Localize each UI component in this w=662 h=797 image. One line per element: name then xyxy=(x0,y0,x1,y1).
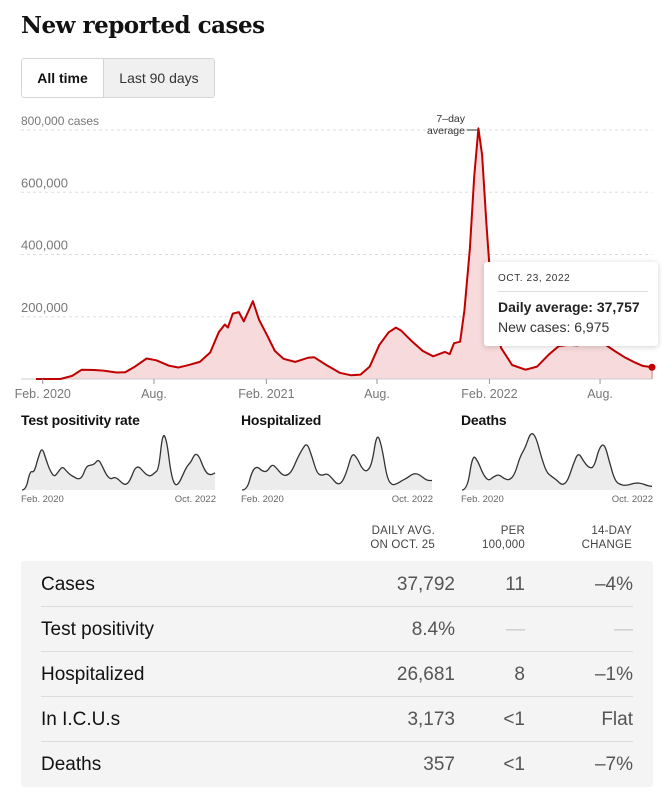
mini-end-label: Oct. 2022 xyxy=(611,494,653,505)
summary-table: Cases 37,792 11 –4% Test positivity 8.4%… xyxy=(21,561,653,787)
column-header-line: PER xyxy=(500,525,525,537)
per-100k-value: 11 xyxy=(505,574,525,595)
last-90-days-button[interactable]: Last 90 days xyxy=(104,59,214,97)
daily-avg-value: 26,681 xyxy=(396,664,455,685)
hover-tooltip: OCT. 23, 2022 Daily average: 37,757 New … xyxy=(484,262,658,346)
mini-chart-title: Hospitalized xyxy=(241,412,322,428)
sparkline-line xyxy=(241,436,433,491)
column-header-line: ON OCT. 25 xyxy=(370,539,435,551)
table-row-hospitalized: Hospitalized 26,681 8 –1% xyxy=(41,651,633,697)
table-row-cases: Cases 37,792 11 –4% xyxy=(41,561,633,607)
test-positivity-sparkline xyxy=(21,434,216,491)
main-cases-chart[interactable]: 200,000 400,000 600,000 800,000 cases Feb. … xyxy=(0,105,662,405)
x-tick-label: Aug. xyxy=(364,387,390,401)
x-tick-label: Feb. 2022 xyxy=(461,387,517,401)
cases-7day-average-line xyxy=(36,127,653,380)
row-label: Cases xyxy=(41,574,95,595)
table-row-deaths: Deaths 357 <1 –7% xyxy=(41,741,633,786)
14day-change-value: –4% xyxy=(594,574,633,595)
annotation-label-line2: average xyxy=(427,125,465,137)
y-tick-label: 400,000 xyxy=(21,238,68,253)
mini-chart-deaths: Deaths Feb. 2020 Oct. 2022 xyxy=(461,412,653,507)
mini-chart-title: Test positivity rate xyxy=(21,412,140,428)
row-label: Deaths xyxy=(41,754,102,775)
x-tick-label: Feb. 2020 xyxy=(15,387,71,401)
14day-change-value: — xyxy=(614,619,633,640)
y-tick-label: 800,000 cases xyxy=(21,114,99,128)
per-100k-value: — xyxy=(506,619,525,640)
column-header-line: DAILY AVG. xyxy=(371,525,435,537)
cases-area xyxy=(36,128,652,379)
time-range-toggle: All time Last 90 days xyxy=(21,58,215,98)
14day-change-value: Flat xyxy=(601,709,633,730)
x-tick-label: Aug. xyxy=(141,387,167,401)
daily-avg-value: 8.4% xyxy=(411,619,455,640)
all-time-button[interactable]: All time xyxy=(22,59,104,97)
per-100k-value: <1 xyxy=(503,709,525,730)
mini-end-label: Oct. 2022 xyxy=(174,494,216,505)
column-header-line: 100,000 xyxy=(482,539,525,551)
mini-start-label: Feb. 2020 xyxy=(241,494,284,505)
14day-change-value: –1% xyxy=(594,664,633,685)
mini-start-label: Feb. 2020 xyxy=(461,494,504,505)
mini-start-label: Feb. 2020 xyxy=(21,494,64,505)
table-row-icus: In I.C.U.s 3,173 <1 Flat xyxy=(41,696,633,742)
x-axis-ticks: Feb. 2020 Aug. Feb. 2021 Aug. Feb. 2022 Aug. xyxy=(15,379,613,401)
column-header-14day-change: 14-DAY CHANGE xyxy=(582,524,632,552)
tooltip-date: OCT. 23, 2022 xyxy=(498,273,571,284)
tooltip-new-cases: New cases: 6,975 xyxy=(498,319,610,335)
page-title: New reported cases xyxy=(21,12,265,39)
sparkline-area xyxy=(242,437,432,490)
mini-chart-test-positivity: Test positivity rate Feb. 2020 Oct. 2022 xyxy=(21,412,216,507)
annotation-label-line1: 7–day xyxy=(436,113,465,125)
x-tick-label: Aug. xyxy=(587,387,613,401)
daily-avg-value: 37,792 xyxy=(396,574,455,595)
table-row-test-positivity: Test positivity 8.4% — — xyxy=(41,606,633,652)
row-label: In I.C.U.s xyxy=(41,709,121,730)
mini-chart-hospitalized: Hospitalized Feb. 2020 Oct. 2022 xyxy=(241,412,433,507)
row-label: Test positivity xyxy=(41,619,154,640)
sparkline-line xyxy=(461,433,653,491)
hospitalized-sparkline xyxy=(241,436,433,491)
y-tick-label: 600,000 xyxy=(21,175,68,190)
row-label: Hospitalized xyxy=(41,664,145,685)
y-axis-labels: 200,000 400,000 600,000 800,000 cases xyxy=(21,114,99,315)
tooltip-daily-average: Daily average: 37,757 xyxy=(498,299,640,315)
mini-chart-title: Deaths xyxy=(461,412,507,428)
sparkline-area xyxy=(22,435,215,490)
column-header-line: 14-DAY xyxy=(591,525,632,537)
per-100k-value: <1 xyxy=(503,754,525,775)
column-header-line: CHANGE xyxy=(581,539,632,551)
per-100k-value: 8 xyxy=(514,664,525,685)
x-tick-label: Feb. 2021 xyxy=(238,387,294,401)
tooltip-divider xyxy=(498,291,648,292)
sparkline-line xyxy=(21,434,216,491)
daily-avg-value: 357 xyxy=(423,754,455,775)
mini-end-label: Oct. 2022 xyxy=(391,494,433,505)
daily-avg-value: 3,173 xyxy=(407,709,455,730)
deaths-sparkline xyxy=(461,433,653,491)
y-tick-label: 200,000 xyxy=(21,300,68,315)
latest-value-dot xyxy=(648,363,656,371)
peak-annotation: 7–day average xyxy=(427,113,478,137)
sparkline-area xyxy=(462,433,652,490)
column-header-per-100k: PER 100,000 xyxy=(482,524,525,552)
column-header-daily-avg: DAILY AVG. ON OCT. 25 xyxy=(370,524,435,552)
14day-change-value: –7% xyxy=(594,754,633,775)
